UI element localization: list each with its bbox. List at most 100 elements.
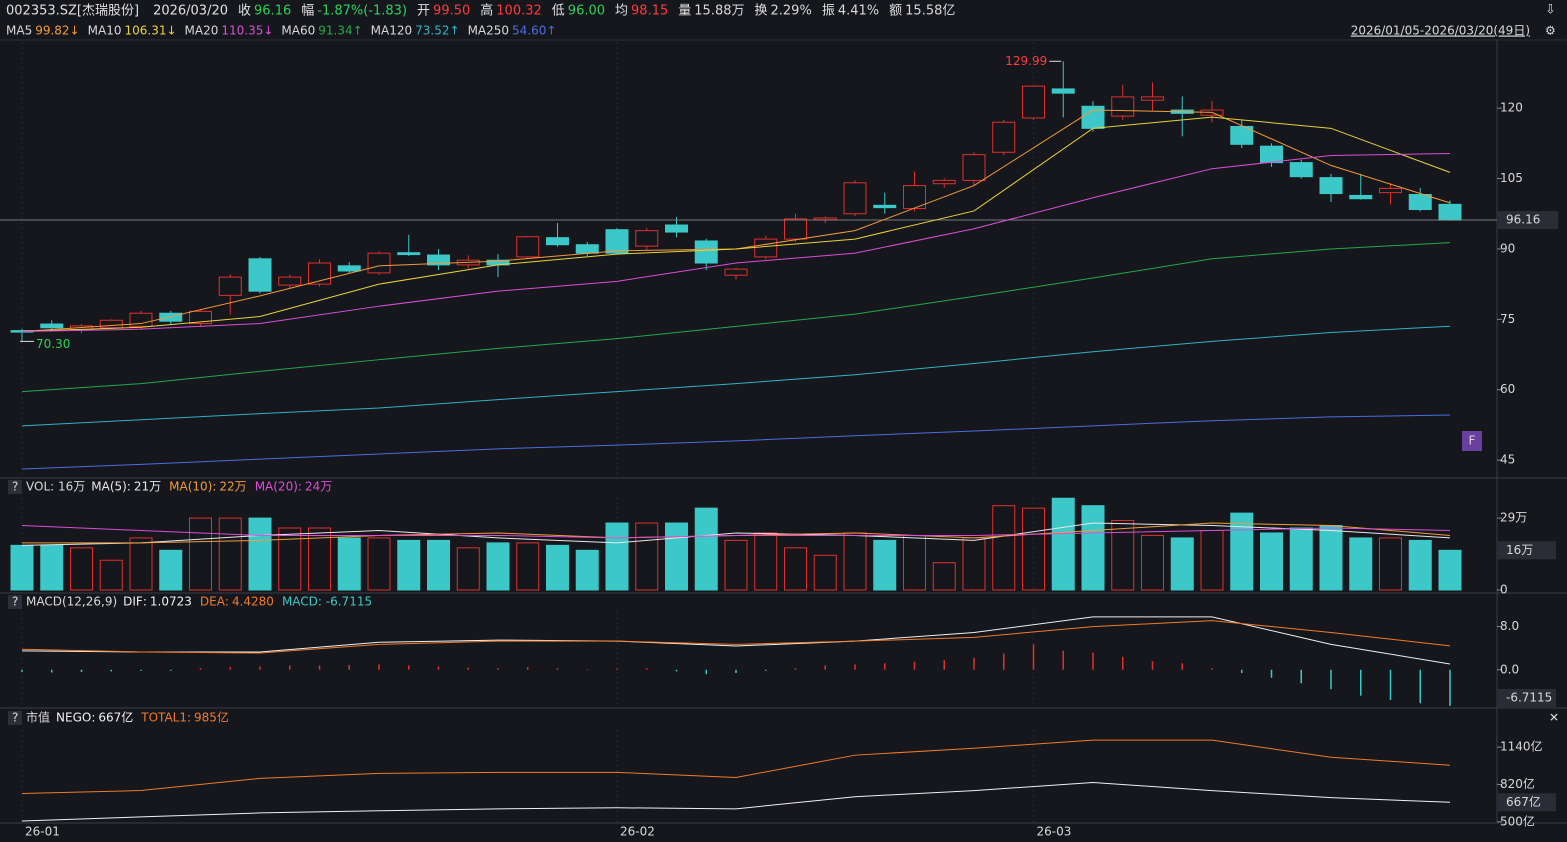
value-tag-text: -6.7115 — [1506, 691, 1552, 705]
volume-bar — [129, 537, 153, 591]
candle-body — [635, 230, 659, 247]
volume-bar — [694, 507, 718, 591]
header-text: 2026/03/20 — [153, 4, 228, 19]
volume-bar — [575, 549, 599, 591]
volume-bar — [932, 562, 956, 591]
header-text: 量 — [678, 4, 691, 19]
legend-name: MA120 — [371, 24, 412, 38]
legend-sep: : — [212, 480, 216, 494]
volume-bar — [1230, 512, 1254, 591]
candle-body — [962, 154, 986, 181]
help-icon[interactable] — [8, 595, 22, 609]
header-text: 96.00 — [568, 4, 605, 19]
help-icon[interactable] — [8, 711, 22, 725]
volume-bar — [784, 547, 807, 591]
candle-body — [218, 276, 242, 296]
volume-bar — [99, 559, 123, 591]
candle-body — [694, 240, 718, 264]
candle-body — [308, 262, 331, 285]
volume-bar — [665, 522, 688, 591]
volume-bar — [367, 537, 391, 591]
series-line — [21, 152, 1451, 333]
header-text: 开 — [417, 4, 430, 19]
volume-bar — [1022, 507, 1045, 591]
y-tick-label: 29万 — [1500, 511, 1527, 525]
candle-body — [724, 268, 748, 276]
header-text: 96.16 — [254, 4, 291, 19]
candle-body — [159, 312, 183, 322]
series-line — [21, 414, 1451, 470]
series-line — [21, 739, 1451, 795]
panel-title: VOL: 16万 — [26, 480, 85, 494]
candle-body — [189, 310, 212, 325]
volume-bar — [308, 527, 331, 591]
legend-value: 21万 — [134, 480, 161, 494]
candle-body — [397, 252, 421, 256]
value-tag-text: 16万 — [1506, 543, 1533, 557]
candle-body — [784, 218, 807, 240]
candle-body — [873, 204, 897, 209]
badge-text: F — [1469, 434, 1476, 448]
legend-name: MA(20) — [255, 480, 298, 494]
volume-bar — [427, 539, 450, 591]
header-text: 低 — [552, 4, 565, 19]
candle-body — [367, 252, 391, 274]
legend-value: 24万 — [305, 480, 332, 494]
y-tick-label: 1140亿 — [1500, 739, 1543, 754]
candle-body — [546, 237, 569, 246]
legend-value: 73.52↑ — [415, 24, 459, 38]
value-tag — [1498, 689, 1556, 707]
legend-name: DIF — [123, 595, 143, 609]
candle-body — [99, 319, 123, 329]
volume-bar — [1408, 539, 1432, 591]
value-tag — [1498, 793, 1556, 812]
candle-body — [813, 217, 837, 221]
volume-bar — [635, 522, 659, 591]
legend-name: MA5 — [6, 24, 32, 38]
volume-bar — [1260, 532, 1283, 591]
volume-bar — [1111, 520, 1135, 591]
settings-icon[interactable]: ⚙ — [1545, 24, 1556, 38]
series-line — [21, 781, 1451, 822]
header-text: 额 — [889, 4, 902, 19]
candle-body — [1051, 88, 1075, 94]
close-icon[interactable]: ✕ — [1549, 711, 1559, 725]
candle-body — [337, 265, 361, 272]
header-text: -1.87%(-1.83) — [317, 4, 407, 19]
series-line — [21, 620, 1451, 654]
header-text: 幅 — [301, 4, 314, 19]
legend-name: MA(10) — [169, 480, 212, 494]
x-tick-label: 26-01 — [25, 825, 60, 839]
candle-body — [1438, 203, 1462, 221]
header-text: 98.15 — [631, 4, 668, 19]
y-tick-label: 90 — [1500, 241, 1515, 255]
help-icon-text: ? — [12, 711, 18, 725]
header-text: 高 — [480, 3, 493, 19]
volume-bar — [1081, 505, 1105, 591]
candle-body — [992, 121, 1016, 153]
volume-bar — [278, 527, 302, 591]
y-tick-label: 500亿 — [1500, 813, 1535, 828]
help-icon[interactable] — [8, 480, 22, 494]
header-text: 15.88万 — [694, 4, 744, 19]
candle-body — [1408, 194, 1432, 211]
candle-body — [1289, 162, 1313, 178]
volume-bar — [1051, 497, 1075, 591]
value-tag-text: 667亿 — [1506, 794, 1541, 809]
legend-value: 22万 — [219, 480, 246, 494]
legend-value: 91.34↑ — [318, 24, 362, 38]
candle-body — [129, 312, 153, 327]
candle-body — [932, 179, 956, 185]
x-tick-label: 26-02 — [620, 825, 655, 839]
candle-body — [1022, 85, 1045, 119]
volume-bar — [813, 554, 837, 591]
header-text: 4.41% — [838, 4, 879, 19]
volume-bar — [1289, 527, 1313, 591]
volume-bar — [218, 517, 242, 591]
legend-name: MA250 — [468, 24, 509, 38]
legend-sep: : — [127, 480, 131, 494]
menu-icon[interactable]: ⇩ — [1545, 3, 1556, 18]
badge[interactable] — [1462, 431, 1482, 451]
legend-value: 106.31↓ — [124, 24, 176, 38]
volume-bar — [1379, 537, 1402, 591]
